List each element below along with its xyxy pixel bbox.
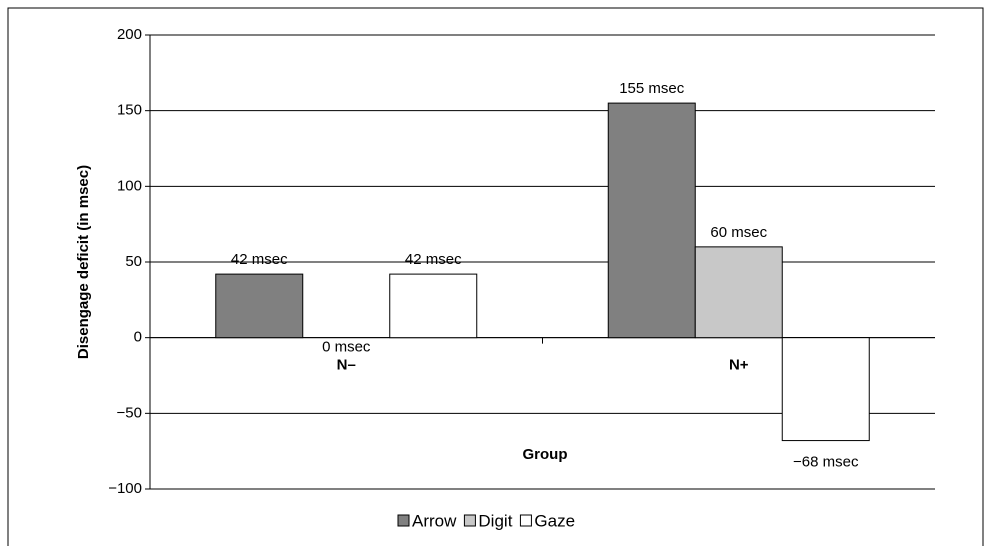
legend-swatch	[463, 514, 476, 527]
y-tick-label: −50	[117, 404, 142, 421]
value-label: 42 msec	[231, 251, 288, 268]
legend-swatch	[397, 514, 410, 527]
frame	[7, 7, 984, 546]
y-tick-label: 200	[117, 26, 142, 43]
value-label: 0 msec	[322, 339, 371, 356]
x-tick-label: N–	[337, 357, 356, 374]
value-label: 60 msec	[710, 224, 767, 241]
value-label: −68 msec	[793, 454, 859, 471]
value-label: 42 msec	[405, 251, 462, 268]
x-axis-label: Group	[523, 446, 568, 463]
legend-swatch	[519, 514, 532, 527]
bar	[215, 273, 304, 339]
x-tick-label: N+	[729, 357, 749, 374]
bar	[781, 337, 870, 442]
value-label: 155 msec	[619, 80, 685, 97]
bar	[389, 273, 478, 339]
legend-label: Digit	[478, 511, 512, 530]
legend-label: Gaze	[534, 511, 575, 530]
y-axis-label: Disengage deficit (in msec)	[75, 165, 92, 359]
bar	[694, 246, 783, 339]
y-tick-label: 50	[125, 253, 142, 270]
y-tick-label: 0	[134, 329, 142, 346]
y-tick-label: 100	[117, 177, 142, 194]
y-tick-label: 150	[117, 102, 142, 119]
bar	[607, 102, 696, 339]
y-tick-label: −100	[108, 480, 142, 497]
legend-label: Arrow	[412, 511, 457, 530]
